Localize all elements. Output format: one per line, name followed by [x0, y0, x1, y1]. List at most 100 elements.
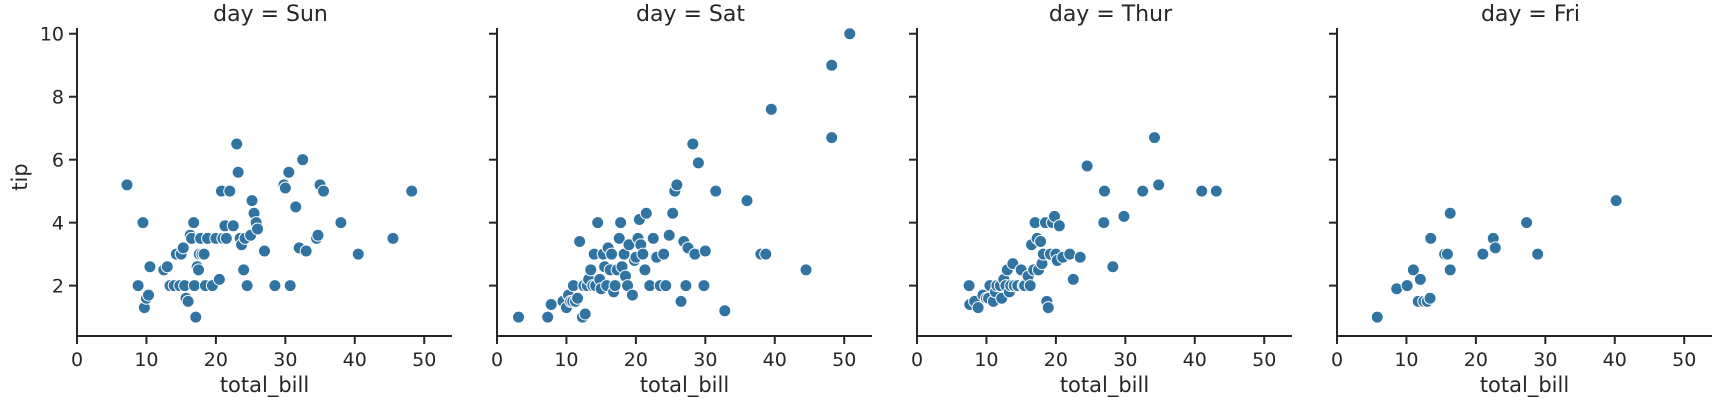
scatter-point: [666, 206, 680, 220]
scatter-point: [605, 247, 619, 261]
scatter-point: [971, 301, 985, 315]
scatter-point: [1413, 272, 1427, 286]
scatter-point: [289, 200, 303, 214]
scatter-point: [405, 184, 419, 198]
scatter-point: [573, 235, 587, 249]
scatter-point: [1066, 272, 1080, 286]
scatter-point: [189, 310, 203, 324]
x-tick-label: 40: [1603, 349, 1627, 371]
scatter-point: [662, 228, 676, 242]
x-tick-label: 40: [763, 349, 787, 371]
y-tick-label: 6: [52, 150, 64, 172]
scatter-point: [614, 216, 628, 230]
scatter-point: [674, 294, 688, 308]
scatter-point: [512, 310, 526, 324]
x-tick-label: 30: [273, 349, 297, 371]
scatter-point: [143, 260, 157, 274]
scatter-point: [187, 279, 201, 293]
scatter-point: [612, 231, 626, 245]
scatter-point: [764, 102, 778, 116]
facet-panel-3: day = Fri 0 10 20 30 40 50 total_bill: [1329, 2, 1712, 398]
scatter-point: [544, 298, 558, 312]
x-tick-label: 10: [974, 349, 998, 371]
x-tick-label: 40: [1183, 349, 1207, 371]
scatter-point: [296, 153, 310, 167]
scatter-point: [334, 216, 348, 230]
scatter-point: [237, 263, 251, 277]
scatter-point: [258, 244, 271, 258]
x-tick-label: 20: [1044, 349, 1068, 371]
scatter-point: [1443, 206, 1457, 220]
scatter-point: [268, 279, 282, 293]
scatter-point: [709, 184, 723, 198]
scatter-point: [639, 206, 653, 220]
scatter-point: [1476, 247, 1490, 261]
scatter-points: [512, 27, 857, 324]
panel-title: day = Sun: [213, 2, 328, 27]
scatter-point: [136, 216, 150, 230]
scatter-point: [351, 247, 365, 261]
x-tick-label: 30: [693, 349, 717, 371]
scatter-point: [679, 279, 693, 293]
scatter-point: [1148, 131, 1161, 145]
scatter-point: [646, 231, 660, 245]
scatter-point: [1034, 235, 1048, 249]
scatter-point: [1520, 216, 1534, 230]
scatter-point: [659, 279, 673, 293]
x-tick-label: 50: [412, 349, 436, 371]
x-tick-label: 0: [491, 349, 503, 371]
scatter-point: [657, 247, 671, 261]
x-tick-label: 10: [134, 349, 158, 371]
panel-title: day = Sat: [636, 2, 745, 27]
scatter-point: [1023, 279, 1037, 293]
scatter-point: [1117, 209, 1131, 223]
scatter-point: [625, 288, 639, 302]
scatter-point: [278, 181, 292, 195]
y-tick-label: 8: [52, 87, 64, 109]
scatter-point: [223, 184, 237, 198]
scatter-point: [799, 263, 813, 277]
scatter-point: [740, 194, 754, 208]
scatter-point: [759, 247, 773, 261]
scatter-point: [697, 279, 711, 293]
scatter-point: [1080, 159, 1094, 173]
scatter-point: [1400, 279, 1414, 293]
scatter-point: [825, 58, 839, 72]
scatter-point: [1097, 216, 1111, 230]
x-tick-label: 0: [1331, 349, 1343, 371]
scatter-point: [962, 279, 976, 293]
facet-panel-2: day = Thur 0 10 20 30 40 50 total_bill: [909, 2, 1292, 398]
scatter-point: [591, 216, 605, 230]
scatter-point: [1406, 263, 1420, 277]
scatter-point: [578, 307, 592, 321]
scatter-point: [1609, 194, 1623, 208]
x-axis-label: total_bill: [640, 373, 729, 398]
scatter-point: [1443, 263, 1457, 277]
x-tick-label: 30: [1533, 349, 1557, 371]
x-tick-label: 0: [71, 349, 83, 371]
scatter-point: [1073, 250, 1087, 264]
scatter-point: [120, 178, 134, 192]
x-tick-label: 0: [911, 349, 923, 371]
x-tick-label: 40: [343, 349, 367, 371]
scatter-point: [608, 279, 622, 293]
y-tick-label: 4: [52, 213, 64, 235]
x-axis-label: total_bill: [1480, 373, 1569, 398]
panel-title: day = Fri: [1481, 2, 1580, 27]
scatter-point: [843, 27, 857, 41]
scatter-point: [1041, 301, 1055, 315]
scatter-point: [686, 137, 700, 151]
scatter-point: [1424, 231, 1438, 245]
scatter-point: [386, 231, 400, 245]
scatter-point: [181, 294, 195, 308]
scatter-point: [219, 231, 233, 245]
scatter-point: [176, 241, 190, 255]
scatter-point: [197, 247, 211, 261]
scatter-point: [1370, 310, 1384, 324]
scatter-point: [1195, 184, 1209, 198]
x-tick-label: 20: [204, 349, 228, 371]
scatter-points: [120, 137, 419, 324]
scatter-point: [131, 279, 145, 293]
